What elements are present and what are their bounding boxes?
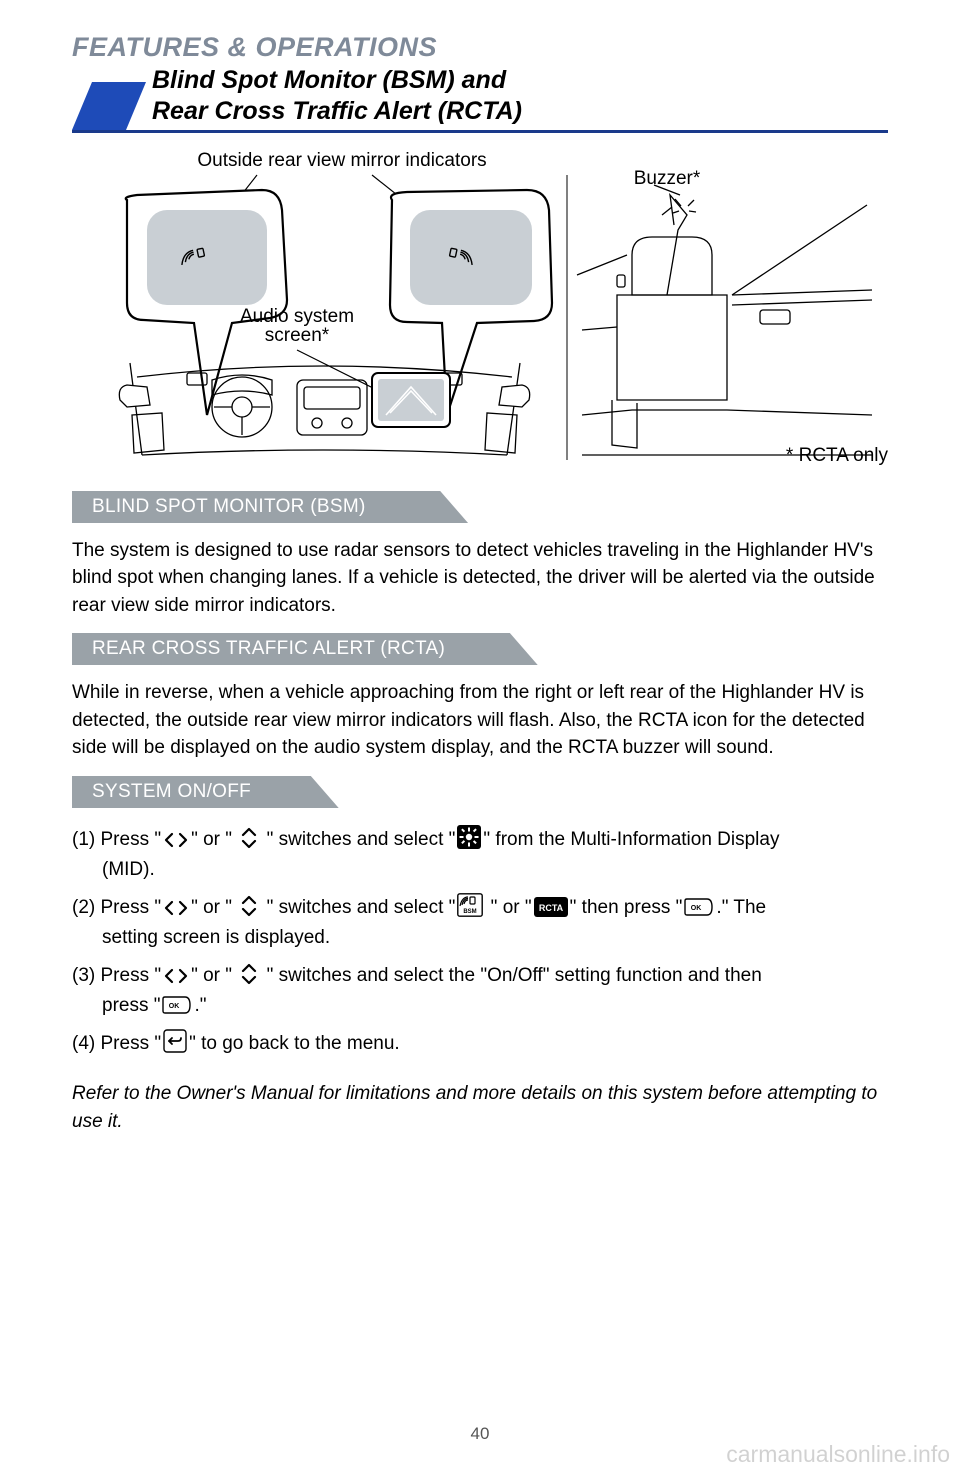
s2d: " or " (485, 897, 531, 918)
title-badge (72, 82, 146, 130)
s3-line2: press " OK ." (72, 988, 888, 1024)
heading-onoff-text: SYSTEM ON/OFF (92, 781, 251, 803)
heading-bsm-text: BLIND SPOT MONITOR (BSM) (92, 496, 366, 518)
up-down-icon (239, 827, 259, 849)
label-audio-l1: Audio system (240, 306, 354, 327)
s1d: " from the Multi-Information Display (483, 829, 779, 850)
s1c: " switches and select " (261, 829, 455, 850)
s2e: " then press " (570, 897, 683, 918)
s2a: (2) Press " (72, 897, 161, 918)
s3a: (3) Press " (72, 965, 161, 986)
label-buzzer: Buzzer* (627, 169, 707, 189)
step-1: (1) Press " " or " " switches and select … (72, 822, 888, 888)
s4a: (4) Press " (72, 1033, 161, 1054)
diagram-footnote: * RCTA only (786, 445, 888, 467)
label-audio-l2: screen* (265, 325, 329, 346)
ok-icon: OK (162, 995, 192, 1015)
gear-icon (457, 825, 481, 849)
page-title-row: Blind Spot Monitor (BSM) and Rear Cross … (72, 65, 888, 133)
steps-list: (1) Press " " or " " switches and select … (72, 822, 888, 1063)
heading-rcta-text: REAR CROSS TRAFFIC ALERT (RCTA) (92, 638, 445, 660)
title-line1: Blind Spot Monitor (BSM) and (152, 66, 506, 94)
s3c: " switches and select the "On/Off" setti… (261, 965, 761, 986)
left-right-icon (163, 831, 189, 849)
up-down-icon (239, 963, 259, 985)
left-right-icon (163, 967, 189, 985)
s1e: (MID). (72, 852, 888, 888)
diagram-svg (72, 155, 892, 475)
section-label: FEATURES & OPERATIONS (72, 32, 888, 63)
s4b: " to go back to the menu. (189, 1033, 400, 1054)
up-down-icon (239, 895, 259, 917)
svg-text:RCTA: RCTA (538, 903, 563, 913)
label-mirror-indicators: Outside rear view mirror indicators (192, 151, 492, 171)
s3d: press " (102, 995, 160, 1016)
s3e: ." (194, 995, 206, 1016)
s2b: " or " (191, 897, 237, 918)
step-4: (4) Press " " to go back to the menu. (72, 1026, 888, 1062)
svg-text:OK: OK (169, 1003, 180, 1010)
rcta-icon: RCTA (534, 897, 568, 917)
s1a: (1) Press " (72, 829, 161, 850)
label-audio-screen: Audio system screen* (237, 307, 357, 347)
ok-icon: OK (684, 897, 714, 917)
s2f: ." The (716, 897, 766, 918)
rcta-body: While in reverse, when a vehicle approac… (72, 679, 888, 762)
left-right-icon (163, 899, 189, 917)
bsm-icon: BSM (457, 893, 483, 917)
step-2: (2) Press " " or " " switches and select … (72, 890, 888, 956)
bsm-rcta-diagram: Outside rear view mirror indicators Audi… (72, 155, 888, 475)
page-title: Blind Spot Monitor (BSM) and Rear Cross … (152, 65, 522, 130)
s2c: " switches and select " (261, 897, 455, 918)
title-line2: Rear Cross Traffic Alert (RCTA) (152, 97, 522, 125)
heading-rcta: REAR CROSS TRAFFIC ALERT (RCTA) (72, 633, 888, 665)
heading-onoff: SYSTEM ON/OFF (72, 776, 888, 808)
back-icon (163, 1029, 187, 1053)
s1b: " or " (191, 829, 237, 850)
heading-bsm: BLIND SPOT MONITOR (BSM) (72, 491, 888, 523)
svg-text:OK: OK (691, 905, 702, 912)
step-3: (3) Press " " or " " switches and select … (72, 958, 888, 1024)
manual-note: Refer to the Owner's Manual for limitati… (72, 1080, 888, 1135)
s2g: setting screen is displayed. (72, 920, 888, 956)
bsm-body: The system is designed to use radar sens… (72, 537, 888, 620)
svg-text:BSM: BSM (464, 909, 477, 915)
watermark: carmanualsonline.info (726, 1441, 950, 1468)
s3b: " or " (191, 965, 237, 986)
